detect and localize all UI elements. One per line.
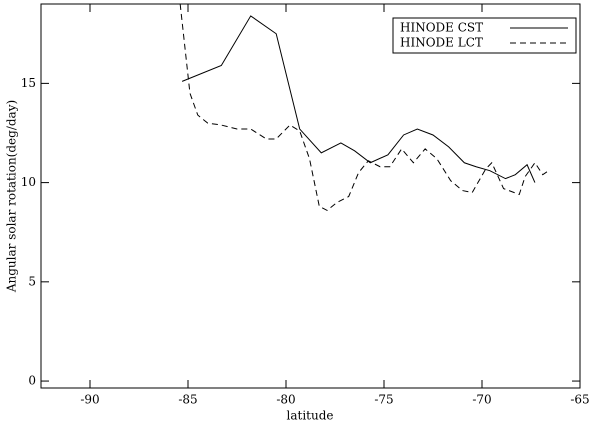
x-tick-label: -85 xyxy=(178,393,197,407)
plot-frame xyxy=(40,3,581,389)
x-tick-label: -75 xyxy=(374,393,393,407)
legend-label: HINODE CST xyxy=(400,21,483,35)
data-line xyxy=(181,15,536,183)
x-tick-label: -70 xyxy=(472,393,491,407)
y-axis-label: Angular solar rotation(deg/day) xyxy=(5,100,19,293)
x-axis-label: latitude xyxy=(287,409,334,423)
x-tick-label: -90 xyxy=(80,393,99,407)
y-tick-label: 10 xyxy=(21,175,36,189)
data-line xyxy=(179,4,549,211)
y-tick-label: 0 xyxy=(28,374,36,388)
x-tick-label: -65 xyxy=(570,393,589,407)
y-tick-label: 15 xyxy=(21,76,36,90)
y-tick-label: 5 xyxy=(28,274,36,288)
x-tick-label: -80 xyxy=(276,393,295,407)
legend-box xyxy=(392,17,577,54)
legend-label: HINODE LCT xyxy=(400,36,483,50)
